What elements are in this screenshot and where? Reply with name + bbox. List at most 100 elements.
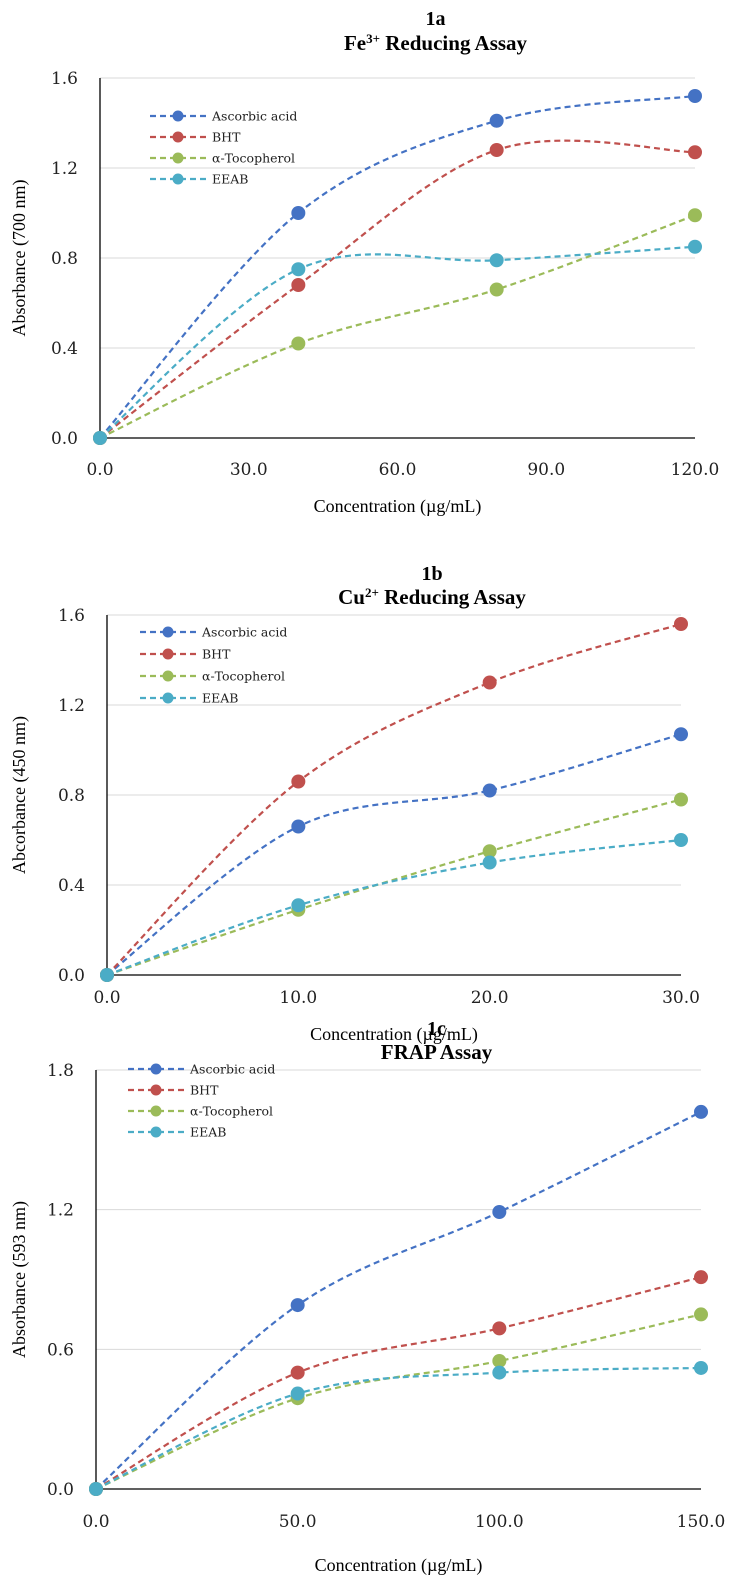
data-point [489, 113, 504, 128]
y-tick-label: 0.6 [47, 1340, 74, 1360]
data-point [688, 208, 702, 223]
legend-item: BHT [128, 1083, 219, 1098]
data-point [674, 792, 688, 807]
series-line [95, 1276, 702, 1490]
legend-label: Ascorbic acid [189, 1062, 275, 1077]
legend-marker [150, 1126, 162, 1138]
legend: Ascorbic acid BHT α-Tocopherol EEAB [150, 109, 297, 187]
legend-item: Ascorbic acid [150, 109, 297, 124]
y-axis-label: Absorbance (700 nm) [9, 180, 30, 337]
legend: Ascorbic acid BHT α-Tocopherol EEAB [128, 1062, 275, 1140]
y-tick-label: 0.4 [51, 339, 78, 359]
y-tick-label: 0.8 [58, 786, 85, 806]
data-point [291, 898, 306, 913]
x-tick-label: 0.0 [93, 988, 120, 1008]
legend-item: Ascorbic acid [128, 1062, 275, 1077]
series-ascorbic-acid [89, 1104, 708, 1496]
legend-item: α-Tocopherol [128, 1104, 273, 1119]
series-bht [89, 1270, 708, 1496]
data-point [291, 774, 306, 789]
legend-item: EEAB [150, 172, 248, 187]
data-point [291, 262, 306, 277]
series-line [99, 139, 696, 439]
x-tick-label: 120.0 [671, 460, 720, 480]
data-point [100, 968, 114, 982]
data-point [93, 431, 107, 445]
data-point [492, 1204, 507, 1219]
legend-marker [172, 110, 184, 122]
data-point [489, 253, 504, 268]
x-tick-label: 30.0 [662, 988, 700, 1008]
data-point [688, 145, 702, 160]
legend-label: EEAB [202, 691, 238, 706]
x-tick-label: 20.0 [471, 988, 509, 1008]
data-point [694, 1307, 708, 1322]
series-line [99, 245, 696, 439]
x-tick-label: 60.0 [379, 460, 417, 480]
legend-marker [172, 131, 184, 143]
data-point [489, 282, 504, 297]
data-point [482, 675, 497, 690]
legend-item: BHT [150, 130, 241, 145]
data-point [290, 1386, 305, 1401]
series-line [106, 622, 682, 976]
legend-item: α-Tocopherol [140, 669, 285, 684]
x-axis-label: Concentration (µg/mL) [315, 1555, 483, 1576]
data-point [291, 278, 306, 292]
series-line [106, 733, 682, 976]
legend-marker [162, 692, 174, 704]
series-line [95, 1110, 702, 1490]
chart-title: FRAP Assay [381, 1040, 493, 1064]
y-tick-label: 0.0 [51, 429, 78, 449]
data-point [694, 1270, 708, 1285]
legend-item: BHT [140, 647, 231, 662]
legend-label: BHT [202, 647, 231, 662]
legend: Ascorbic acid BHT α-Tocopherol EEAB [140, 625, 287, 706]
legend-label: α-Tocopherol [190, 1104, 273, 1119]
data-point [291, 336, 306, 351]
panel-label: 1c [427, 1018, 446, 1040]
series-line [99, 214, 696, 439]
x-tick-label: 90.0 [527, 460, 565, 480]
data-point [674, 833, 688, 847]
x-tick-label: 0.0 [82, 1512, 109, 1532]
x-tick-label: 150.0 [677, 1512, 726, 1532]
series-line [106, 798, 682, 977]
x-tick-label: 10.0 [279, 988, 317, 1008]
y-tick-label: 1.2 [58, 696, 85, 716]
chart-title: Cu2+ Reducing Assay [338, 585, 526, 610]
legend-item: EEAB [128, 1125, 226, 1140]
legend-item: EEAB [140, 691, 238, 706]
data-point [291, 819, 306, 834]
data-point [688, 239, 702, 254]
data-point [290, 1365, 305, 1380]
x-tick-label: 30.0 [230, 460, 268, 480]
series-line [99, 94, 696, 439]
legend-marker [172, 152, 184, 164]
series-bht [100, 617, 688, 982]
y-tick-label: 1.6 [58, 606, 85, 626]
legend-marker [162, 648, 174, 660]
data-point [482, 783, 497, 798]
y-tick-label: 1.6 [51, 69, 78, 89]
series-bht [93, 139, 702, 445]
panel-label: 1b [421, 563, 442, 585]
data-point [291, 206, 306, 220]
legend-label: Ascorbic acid [211, 109, 297, 124]
data-point [694, 1360, 708, 1375]
data-point [674, 617, 688, 631]
legend-marker [150, 1084, 162, 1096]
legend-label: Ascorbic acid [201, 625, 287, 640]
legend-label: α-Tocopherol [202, 669, 285, 684]
y-tick-label: 1.2 [47, 1201, 74, 1221]
series-ascorbic-acid [100, 727, 688, 982]
series-eeab [93, 239, 702, 445]
legend-label: EEAB [190, 1125, 226, 1140]
data-point [492, 1365, 507, 1380]
data-point [489, 143, 504, 157]
legend-marker [150, 1063, 162, 1075]
data-point [492, 1321, 507, 1336]
